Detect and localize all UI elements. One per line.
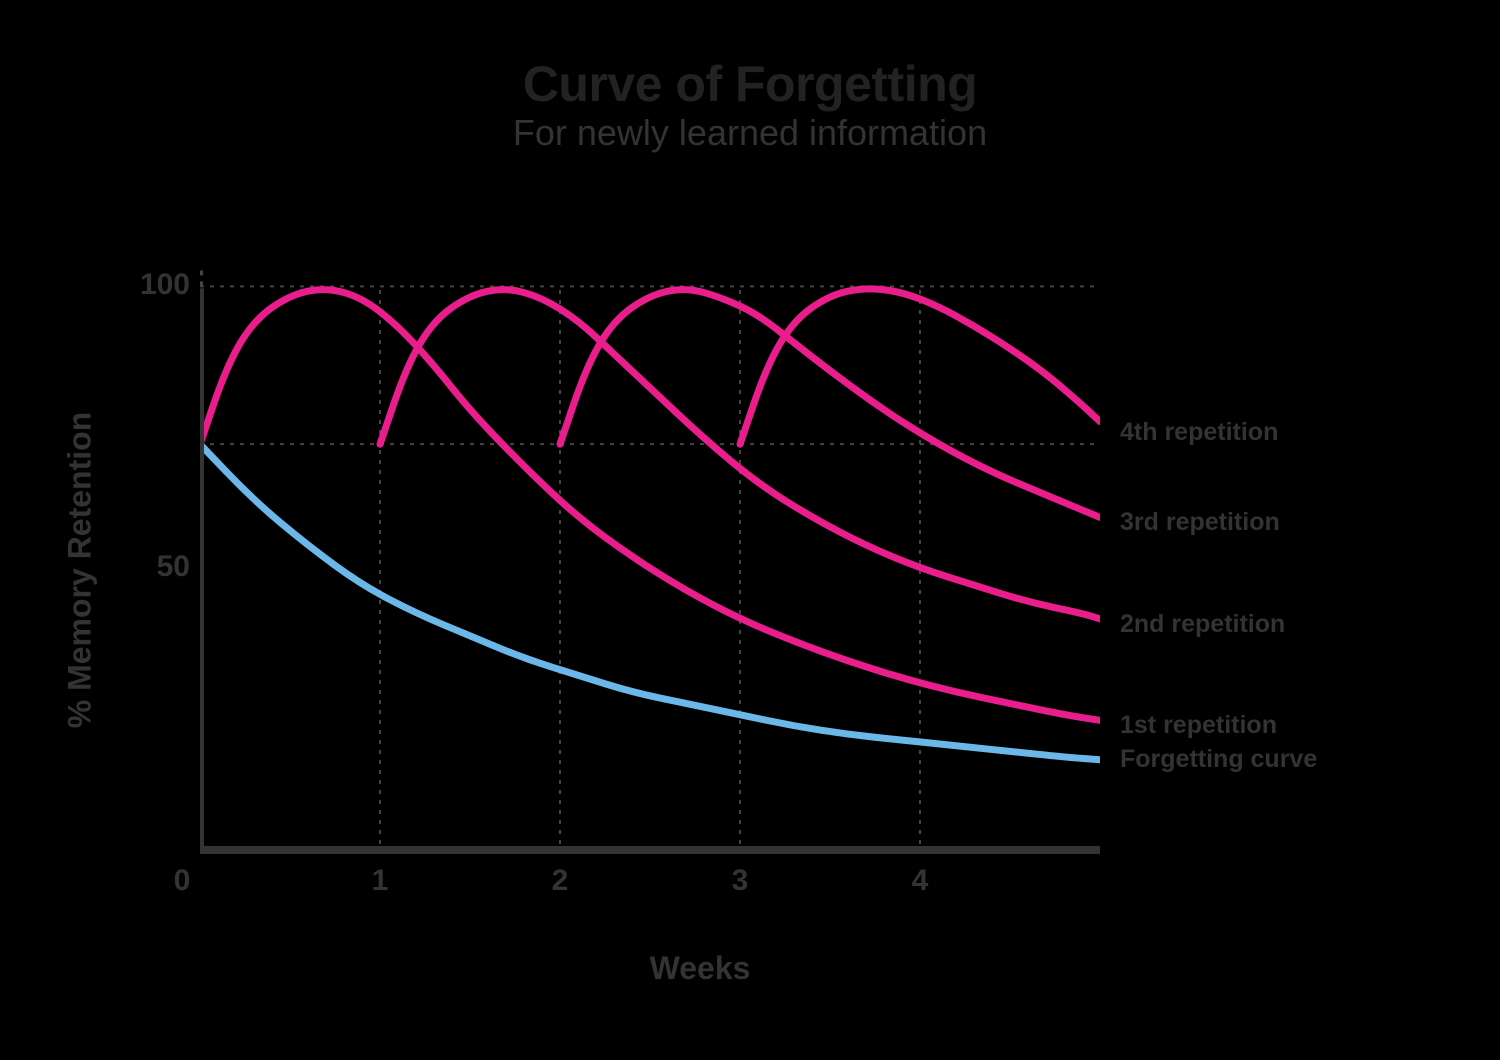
- x-axis-label: Weeks: [200, 950, 1200, 987]
- series-label: 4th repetition: [1120, 418, 1278, 447]
- y-tick-label: 100: [120, 268, 190, 302]
- x-tick-label: 2: [540, 864, 580, 898]
- y-tick-label: 50: [120, 550, 190, 584]
- series-line-3: [560, 290, 1100, 518]
- x-tick-label: 3: [720, 864, 760, 898]
- y-axis-label: % Memory Retention: [62, 412, 99, 728]
- series-line-0: [200, 444, 1100, 760]
- series-label: 1st repetition: [1120, 711, 1277, 740]
- chart-area: % Memory Retention 50100 01234 Forgettin…: [90, 210, 1410, 1030]
- series-line-1: [200, 290, 1100, 721]
- series-label: Forgetting curve: [1120, 745, 1317, 774]
- x-tick-label: 0: [162, 864, 202, 898]
- series-label: 3rd repetition: [1120, 508, 1280, 537]
- chart-container: Curve of Forgetting For newly learned in…: [0, 0, 1500, 1060]
- x-tick-label: 4: [900, 864, 940, 898]
- chart-subtitle: For newly learned information: [0, 112, 1500, 154]
- x-tick-label: 1: [360, 864, 400, 898]
- chart-title: Curve of Forgetting: [0, 55, 1500, 113]
- chart-plot: [200, 210, 1100, 870]
- series-label: 2nd repetition: [1120, 610, 1285, 639]
